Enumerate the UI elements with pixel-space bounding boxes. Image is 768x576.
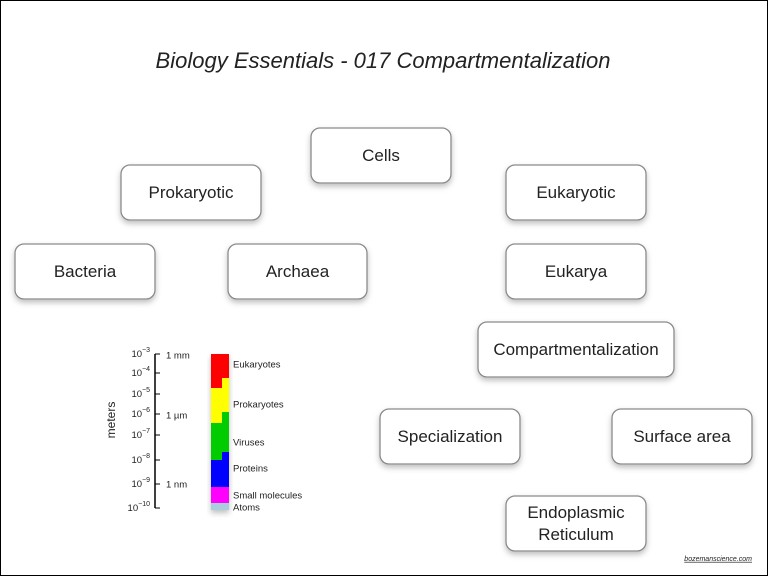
band-small-molecules	[211, 487, 229, 503]
concept-map: Cells Prokaryotic Eukaryotic Bacteria Archae…	[14, 127, 753, 552]
scale-tick-label: 10−5	[131, 387, 150, 400]
node-label: Cells	[362, 146, 400, 165]
tick-exponent: −9	[142, 477, 150, 484]
node-label: Archaea	[266, 262, 330, 281]
tick-base: 10	[131, 409, 142, 420]
tick-base: 10	[131, 455, 142, 466]
tick-exponent: −10	[138, 501, 150, 508]
band-label: Eukaryotes	[233, 360, 281, 371]
band-label: Viruses	[233, 438, 265, 449]
tick-exponent: −5	[142, 387, 150, 394]
concept-node: Archaea	[227, 243, 368, 300]
tick-base: 10	[131, 349, 142, 360]
band-eukaryotes	[211, 354, 229, 388]
scale-tick-label: 10−4	[131, 366, 150, 379]
concept-node: Compartmentalization	[477, 321, 675, 378]
tick-base: 10	[131, 430, 142, 441]
node-label: Eukarya	[545, 262, 608, 281]
concept-node: Eukaryotic	[505, 164, 647, 221]
concept-node: Cells	[310, 127, 452, 184]
tick-base: 10	[128, 503, 139, 514]
node-box	[379, 408, 521, 465]
band-label: Atoms	[233, 503, 260, 514]
concept-node: Surface area	[611, 408, 753, 465]
band-prokaryotes	[211, 378, 229, 423]
size-scale: meters 10−310−410−510−610−710−810−910−10…	[104, 347, 302, 514]
scale-tick-label: 10−10	[128, 501, 151, 514]
tick-exponent: −4	[142, 366, 150, 373]
concept-node: Specialization	[379, 408, 521, 465]
scale-tick-label: 10−3	[131, 347, 150, 360]
node-box	[310, 127, 452, 184]
band-atoms	[211, 503, 229, 510]
node-label: Specialization	[398, 427, 503, 446]
scale-bar	[211, 354, 229, 510]
node-box	[611, 408, 753, 465]
node-label: Bacteria	[54, 262, 117, 281]
footer-link[interactable]: bozemanscience.com	[684, 556, 752, 563]
tick-base: 10	[131, 389, 142, 400]
node-box	[505, 243, 647, 300]
title: Biology Essentials - 017 Compartmentaliz…	[156, 48, 611, 73]
axis-label: meters	[104, 402, 118, 439]
band-label: Proteins	[233, 464, 268, 475]
band-viruses	[211, 412, 229, 460]
unit-label: 1 mm	[166, 351, 190, 362]
node-box	[477, 321, 675, 378]
node-label: Prokaryotic	[148, 183, 234, 202]
band-proteins	[211, 452, 229, 487]
node-box	[505, 495, 647, 552]
node-box	[120, 164, 262, 221]
tick-base: 10	[131, 368, 142, 379]
tick-exponent: −3	[142, 347, 150, 354]
concept-node: Endoplasmic Reticulum	[505, 495, 647, 552]
node-box	[227, 243, 368, 300]
node-label: Endoplasmic	[527, 503, 625, 522]
node-label: Compartmentalization	[493, 340, 658, 359]
unit-label: 1 nm	[166, 480, 187, 491]
tick-exponent: −8	[142, 453, 150, 460]
unit-label: 1 µm	[166, 411, 187, 422]
scale-tick-label: 10−6	[131, 407, 150, 420]
node-label: Reticulum	[538, 525, 614, 544]
node-label: Eukaryotic	[536, 183, 616, 202]
concept-node: Prokaryotic	[120, 164, 262, 221]
node-label: Surface area	[633, 427, 731, 446]
tick-base: 10	[131, 479, 142, 490]
node-box	[505, 164, 647, 221]
concept-node: Bacteria	[14, 243, 156, 300]
tick-exponent: −6	[142, 407, 150, 414]
tick-exponent: −7	[142, 428, 150, 435]
scale-tick-label: 10−9	[131, 477, 150, 490]
band-label: Prokaryotes	[233, 400, 284, 411]
band-label: Small molecules	[233, 491, 302, 502]
scale-tick-label: 10−7	[131, 428, 150, 441]
concept-node: Eukarya	[505, 243, 647, 300]
scale-tick-label: 10−8	[131, 453, 150, 466]
node-box	[14, 243, 156, 300]
